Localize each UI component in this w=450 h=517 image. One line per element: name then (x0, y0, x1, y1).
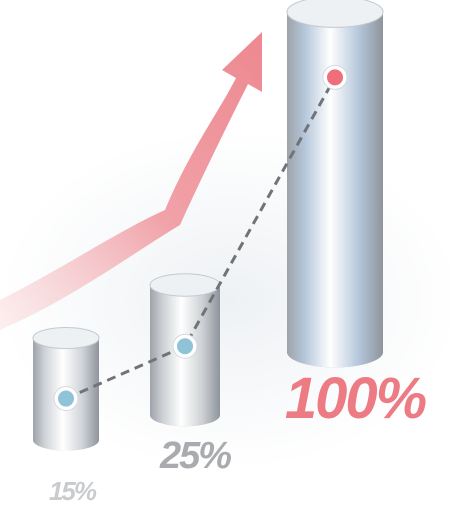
value-label: 100% (285, 366, 426, 431)
bar-top (286, 0, 384, 28)
value-label: 15% (49, 476, 97, 506)
bar-bottom-edge (33, 429, 99, 451)
bar-bottom-edge (150, 403, 220, 427)
trend-line (65, 76, 337, 400)
marker (58, 390, 74, 407)
trend-arrow (0, 32, 262, 330)
bar-top (32, 326, 100, 350)
value-label: 25% (159, 435, 231, 477)
bar (287, 12, 383, 352)
bar-bottom-edge (287, 336, 383, 368)
bar-top (149, 273, 221, 297)
bars: 15% 25% 100% (32, 0, 428, 506)
marker (177, 338, 193, 355)
marker (327, 69, 343, 86)
